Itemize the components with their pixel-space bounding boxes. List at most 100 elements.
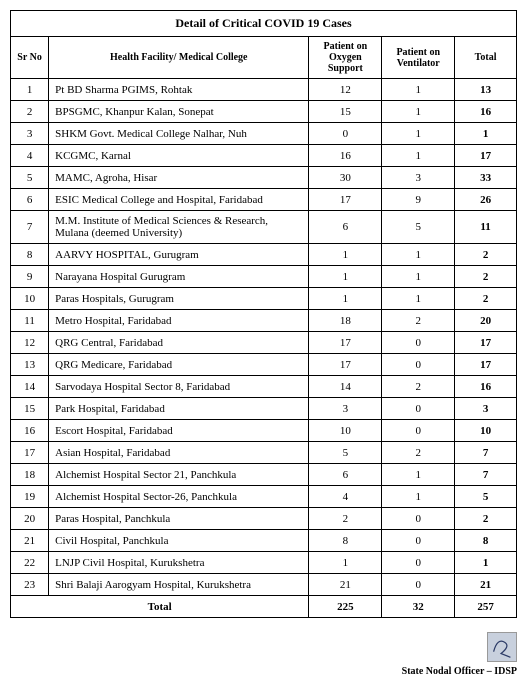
- cell-srno: 1: [11, 79, 49, 101]
- cell-facility: Sarvodaya Hospital Sector 8, Faridabad: [49, 376, 309, 398]
- cell-oxygen: 18: [309, 310, 382, 332]
- table-row: 19Alchemist Hospital Sector-26, Panchkul…: [11, 486, 517, 508]
- cell-srno: 15: [11, 398, 49, 420]
- cell-facility: Paras Hospitals, Gurugram: [49, 288, 309, 310]
- table-row: 4KCGMC, Karnal16117: [11, 145, 517, 167]
- cell-srno: 10: [11, 288, 49, 310]
- cell-facility: QRG Medicare, Faridabad: [49, 354, 309, 376]
- cell-ventilator: 1: [382, 486, 455, 508]
- cell-oxygen: 1: [309, 552, 382, 574]
- cell-oxygen: 10: [309, 420, 382, 442]
- total-label: Total: [11, 596, 309, 618]
- cell-facility: Pt BD Sharma PGIMS, Rohtak: [49, 79, 309, 101]
- cell-total: 8: [455, 530, 517, 552]
- cell-srno: 16: [11, 420, 49, 442]
- column-header-total: Total: [455, 37, 517, 79]
- cell-srno: 19: [11, 486, 49, 508]
- cell-srno: 9: [11, 266, 49, 288]
- cell-total: 10: [455, 420, 517, 442]
- cell-total: 20: [455, 310, 517, 332]
- cell-oxygen: 1: [309, 266, 382, 288]
- cell-oxygen: 8: [309, 530, 382, 552]
- cell-total: 21: [455, 574, 517, 596]
- table-row: 12QRG Central, Faridabad17017: [11, 332, 517, 354]
- cell-ventilator: 1: [382, 266, 455, 288]
- cell-ventilator: 1: [382, 288, 455, 310]
- cell-ventilator: 0: [382, 508, 455, 530]
- cell-ventilator: 1: [382, 101, 455, 123]
- cell-srno: 5: [11, 167, 49, 189]
- cell-total: 2: [455, 266, 517, 288]
- covid-cases-table: Detail of Critical COVID 19 Cases Sr No …: [10, 10, 517, 618]
- cell-total: 7: [455, 464, 517, 486]
- table-row: 14Sarvodaya Hospital Sector 8, Faridabad…: [11, 376, 517, 398]
- cell-ventilator: 1: [382, 244, 455, 266]
- cell-oxygen: 1: [309, 244, 382, 266]
- cell-ventilator: 1: [382, 145, 455, 167]
- cell-ventilator: 0: [382, 354, 455, 376]
- cell-facility: Shri Balaji Aarogyam Hospital, Kurukshet…: [49, 574, 309, 596]
- cell-ventilator: 0: [382, 398, 455, 420]
- table-row: 16Escort Hospital, Faridabad10010: [11, 420, 517, 442]
- cell-oxygen: 16: [309, 145, 382, 167]
- cell-total: 3: [455, 398, 517, 420]
- column-header-ventilator: Patient on Ventilator: [382, 37, 455, 79]
- cell-oxygen: 30: [309, 167, 382, 189]
- cell-srno: 6: [11, 189, 49, 211]
- cell-srno: 22: [11, 552, 49, 574]
- cell-ventilator: 0: [382, 420, 455, 442]
- cell-facility: Narayana Hospital Gurugram: [49, 266, 309, 288]
- table-row: 6ESIC Medical College and Hospital, Fari…: [11, 189, 517, 211]
- cell-srno: 23: [11, 574, 49, 596]
- cell-ventilator: 9: [382, 189, 455, 211]
- table-row: 23Shri Balaji Aarogyam Hospital, Kuruksh…: [11, 574, 517, 596]
- cell-oxygen: 3: [309, 398, 382, 420]
- cell-oxygen: 17: [309, 354, 382, 376]
- table-row: 5MAMC, Agroha, Hisar30333: [11, 167, 517, 189]
- cell-facility: MAMC, Agroha, Hisar: [49, 167, 309, 189]
- cell-total: 16: [455, 376, 517, 398]
- total-grand: 257: [455, 596, 517, 618]
- table-row: 8AARVY HOSPITAL, Gurugram112: [11, 244, 517, 266]
- cell-ventilator: 2: [382, 376, 455, 398]
- column-header-oxygen: Patient on Oxygen Support: [309, 37, 382, 79]
- cell-srno: 17: [11, 442, 49, 464]
- cell-srno: 14: [11, 376, 49, 398]
- cell-srno: 7: [11, 211, 49, 244]
- table-row: 1Pt BD Sharma PGIMS, Rohtak12113: [11, 79, 517, 101]
- cell-ventilator: 2: [382, 310, 455, 332]
- cell-total: 17: [455, 332, 517, 354]
- table-row: 9Narayana Hospital Gurugram112: [11, 266, 517, 288]
- cell-total: 17: [455, 354, 517, 376]
- table-row: 17Asian Hospital, Faridabad527: [11, 442, 517, 464]
- cell-total: 16: [455, 101, 517, 123]
- cell-facility: Civil Hospital, Panchkula: [49, 530, 309, 552]
- cell-oxygen: 12: [309, 79, 382, 101]
- total-ventilator: 32: [382, 596, 455, 618]
- cell-srno: 18: [11, 464, 49, 486]
- cell-ventilator: 0: [382, 530, 455, 552]
- cell-oxygen: 17: [309, 189, 382, 211]
- cell-oxygen: 6: [309, 464, 382, 486]
- cell-facility: LNJP Civil Hospital, Kurukshetra: [49, 552, 309, 574]
- cell-ventilator: 1: [382, 123, 455, 145]
- cell-srno: 8: [11, 244, 49, 266]
- cell-facility: ESIC Medical College and Hospital, Farid…: [49, 189, 309, 211]
- table-row: 18Alchemist Hospital Sector 21, Panchkul…: [11, 464, 517, 486]
- cell-ventilator: 1: [382, 464, 455, 486]
- cell-srno: 12: [11, 332, 49, 354]
- cell-facility: Park Hospital, Faridabad: [49, 398, 309, 420]
- table-title: Detail of Critical COVID 19 Cases: [11, 11, 517, 37]
- table-row: 15Park Hospital, Faridabad303: [11, 398, 517, 420]
- table-row: 2BPSGMC, Khanpur Kalan, Sonepat15116: [11, 101, 517, 123]
- table-row: 7M.M. Institute of Medical Sciences & Re…: [11, 211, 517, 244]
- table-row: 10Paras Hospitals, Gurugram112: [11, 288, 517, 310]
- cell-total: 2: [455, 288, 517, 310]
- cell-oxygen: 1: [309, 288, 382, 310]
- table-row: 21Civil Hospital, Panchkula808: [11, 530, 517, 552]
- cell-oxygen: 14: [309, 376, 382, 398]
- signature-icon: [487, 632, 517, 662]
- cell-facility: BPSGMC, Khanpur Kalan, Sonepat: [49, 101, 309, 123]
- cell-facility: Escort Hospital, Faridabad: [49, 420, 309, 442]
- total-oxygen: 225: [309, 596, 382, 618]
